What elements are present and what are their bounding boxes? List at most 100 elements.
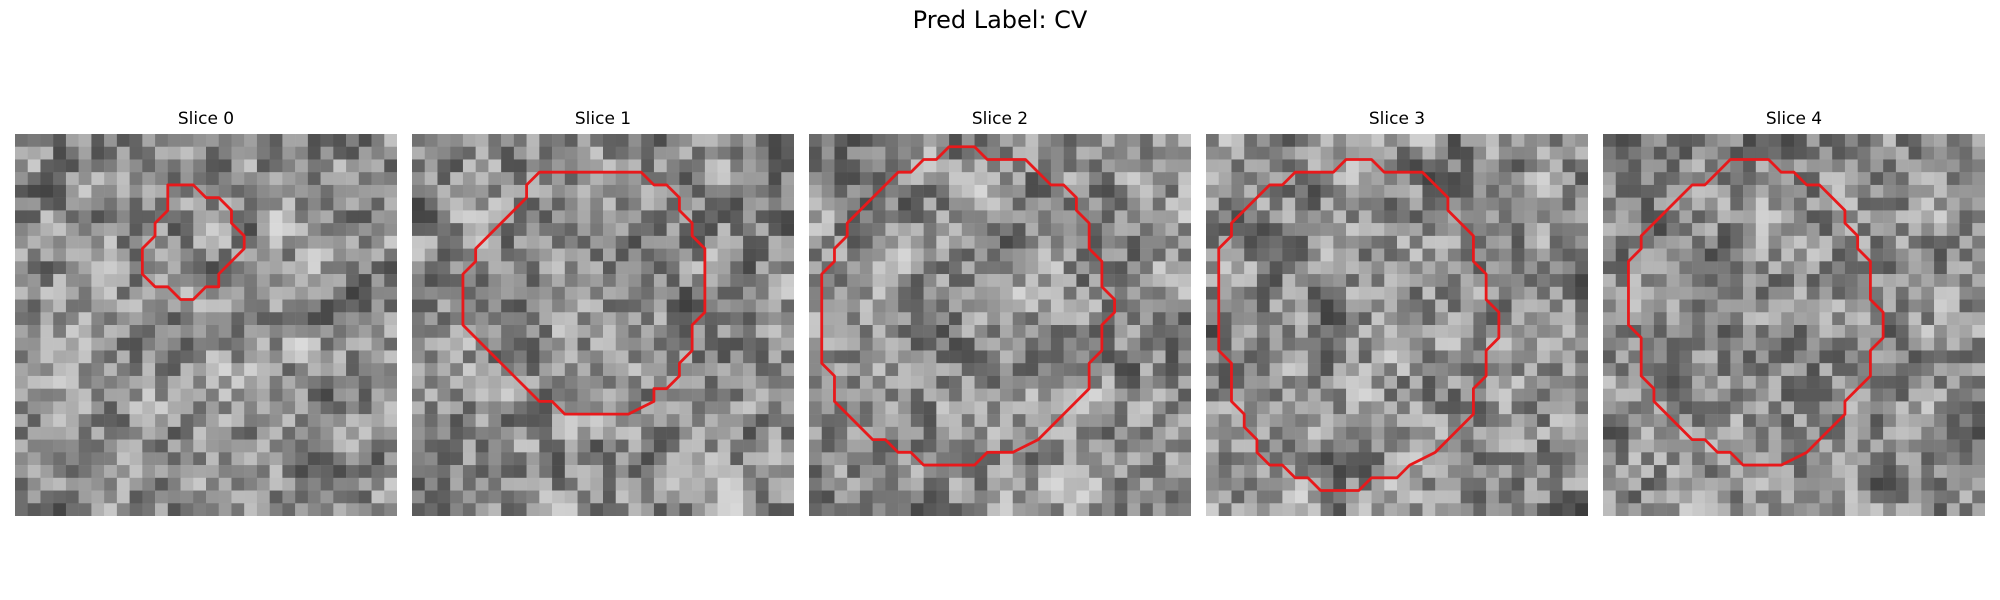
pixel xyxy=(475,299,489,313)
pixel xyxy=(384,159,397,173)
pixel xyxy=(1435,503,1449,516)
pixel xyxy=(1946,197,1960,211)
pixel xyxy=(1063,477,1077,491)
pixel xyxy=(1743,274,1757,288)
pixel xyxy=(539,286,553,300)
pixel xyxy=(1628,477,1642,491)
pixel xyxy=(1114,134,1128,147)
pixel xyxy=(1256,414,1270,428)
pixel xyxy=(717,172,731,186)
pixel xyxy=(1397,363,1410,377)
pixel xyxy=(424,261,438,275)
pixel xyxy=(1946,159,1960,173)
pixel xyxy=(1422,325,1436,338)
pixel xyxy=(1025,477,1039,491)
pixel xyxy=(295,375,309,389)
pixel xyxy=(256,465,270,479)
pixel xyxy=(1435,465,1449,479)
pixel xyxy=(1615,388,1629,402)
pixel xyxy=(193,503,207,516)
pixel xyxy=(949,350,963,364)
pixel xyxy=(65,325,79,338)
pixel xyxy=(628,197,642,211)
pixel xyxy=(256,312,270,326)
pixel xyxy=(641,299,655,313)
pixel xyxy=(116,235,130,249)
pixel xyxy=(1511,439,1525,453)
pixel xyxy=(1165,261,1179,275)
pixel xyxy=(1959,337,1973,351)
pixel xyxy=(104,261,118,275)
pixel xyxy=(1320,337,1334,351)
pixel xyxy=(244,363,258,377)
pixel xyxy=(206,325,219,338)
pixel xyxy=(1549,172,1563,186)
pixel xyxy=(1511,426,1525,440)
pixel xyxy=(320,363,334,377)
pixel xyxy=(1498,414,1512,428)
pixel xyxy=(218,172,232,186)
pixel xyxy=(1832,299,1846,313)
pixel xyxy=(1498,312,1512,326)
pixel xyxy=(1628,274,1642,288)
pixel xyxy=(781,439,794,453)
pixel xyxy=(717,210,731,224)
pixel xyxy=(295,274,309,288)
pixel xyxy=(1806,414,1820,428)
pixel xyxy=(180,465,194,479)
pixel xyxy=(1844,452,1858,466)
pixel xyxy=(1231,172,1245,186)
pixel xyxy=(1346,248,1360,262)
pixel xyxy=(1921,172,1935,186)
pixel xyxy=(1946,235,1960,249)
pixel xyxy=(1653,172,1667,186)
pixel xyxy=(475,490,489,504)
pixel xyxy=(717,134,731,147)
pixel xyxy=(256,477,270,491)
pixel xyxy=(717,197,731,211)
pixel xyxy=(1384,490,1398,504)
pixel xyxy=(1038,363,1052,377)
pixel xyxy=(885,197,899,211)
pixel xyxy=(488,439,502,453)
pixel xyxy=(1934,337,1948,351)
pixel xyxy=(1127,210,1141,224)
pixel xyxy=(910,299,924,313)
pixel xyxy=(1908,503,1922,516)
pixel xyxy=(231,490,245,504)
pixel xyxy=(1524,172,1538,186)
pixel xyxy=(475,146,489,160)
pixel xyxy=(501,286,515,300)
pixel xyxy=(116,477,130,491)
pixel xyxy=(358,325,372,338)
pixel xyxy=(91,350,105,364)
pixel xyxy=(475,439,489,453)
pixel xyxy=(577,235,591,249)
pixel xyxy=(1460,299,1474,313)
pixel xyxy=(692,223,706,237)
pixel xyxy=(65,172,79,186)
pixel xyxy=(501,248,515,262)
pixel xyxy=(513,159,527,173)
pixel xyxy=(1666,350,1680,364)
pixel xyxy=(872,465,886,479)
pixel xyxy=(552,325,566,338)
pixel xyxy=(1603,325,1616,338)
pixel xyxy=(577,299,591,313)
pixel xyxy=(1206,363,1219,377)
pixel xyxy=(1435,210,1449,224)
pixel xyxy=(859,172,873,186)
pixel xyxy=(1422,388,1436,402)
pixel xyxy=(358,159,372,173)
pixel xyxy=(1000,261,1013,275)
pixel xyxy=(987,172,1001,186)
pixel xyxy=(730,134,744,147)
pixel xyxy=(552,452,566,466)
pixel xyxy=(384,325,397,338)
pixel xyxy=(1679,312,1693,326)
pixel xyxy=(450,210,464,224)
pixel xyxy=(1358,235,1372,249)
pixel xyxy=(1895,337,1909,351)
pixel xyxy=(603,248,616,262)
pixel xyxy=(167,350,181,364)
